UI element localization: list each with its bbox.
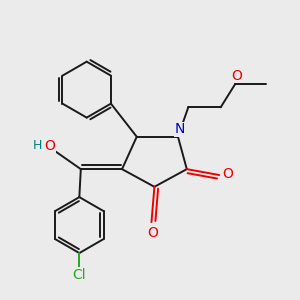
Text: O: O — [147, 226, 158, 240]
Text: H: H — [32, 139, 42, 152]
Text: N: N — [174, 122, 184, 136]
Text: O: O — [223, 167, 233, 181]
Text: O: O — [44, 139, 55, 153]
Text: O: O — [231, 68, 242, 83]
Text: Cl: Cl — [73, 268, 86, 282]
